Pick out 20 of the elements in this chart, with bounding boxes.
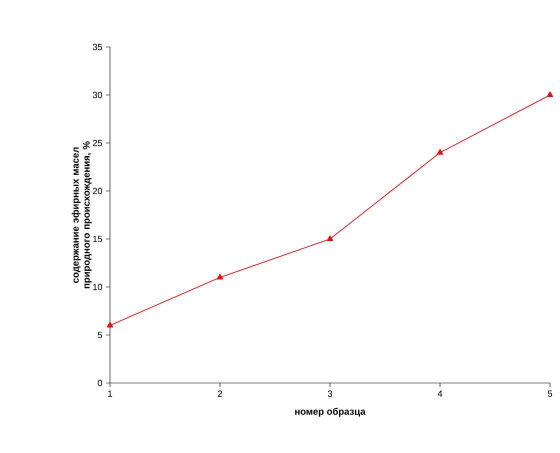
point — [546, 91, 554, 97]
point — [436, 148, 444, 155]
y-tick-label: 15 — [93, 236, 102, 242]
y-tick-label: 35 — [92, 44, 102, 50]
x-tick-label: 4 — [438, 390, 442, 397]
y-tick-label: 30 — [92, 92, 102, 98]
x-axis-title: номер образца — [295, 408, 366, 417]
point — [106, 322, 114, 328]
point — [326, 235, 334, 241]
x-tick-label: 3 — [328, 390, 332, 397]
y-tick-label: 0 — [98, 380, 102, 386]
x-tick-label: 1 — [108, 390, 112, 397]
y-tick-label: 10 — [93, 284, 102, 290]
point — [216, 274, 224, 280]
y-axis-title: содержание эфирных масел природного происхождения, % — [72, 141, 92, 288]
x-tick-label: 2 — [218, 390, 222, 397]
y-tick-label: 5 — [98, 332, 102, 338]
x-tick-label: 5 — [548, 390, 552, 397]
y-tick-label: 20 — [92, 188, 102, 194]
y-tick-label: 25 — [92, 140, 102, 146]
